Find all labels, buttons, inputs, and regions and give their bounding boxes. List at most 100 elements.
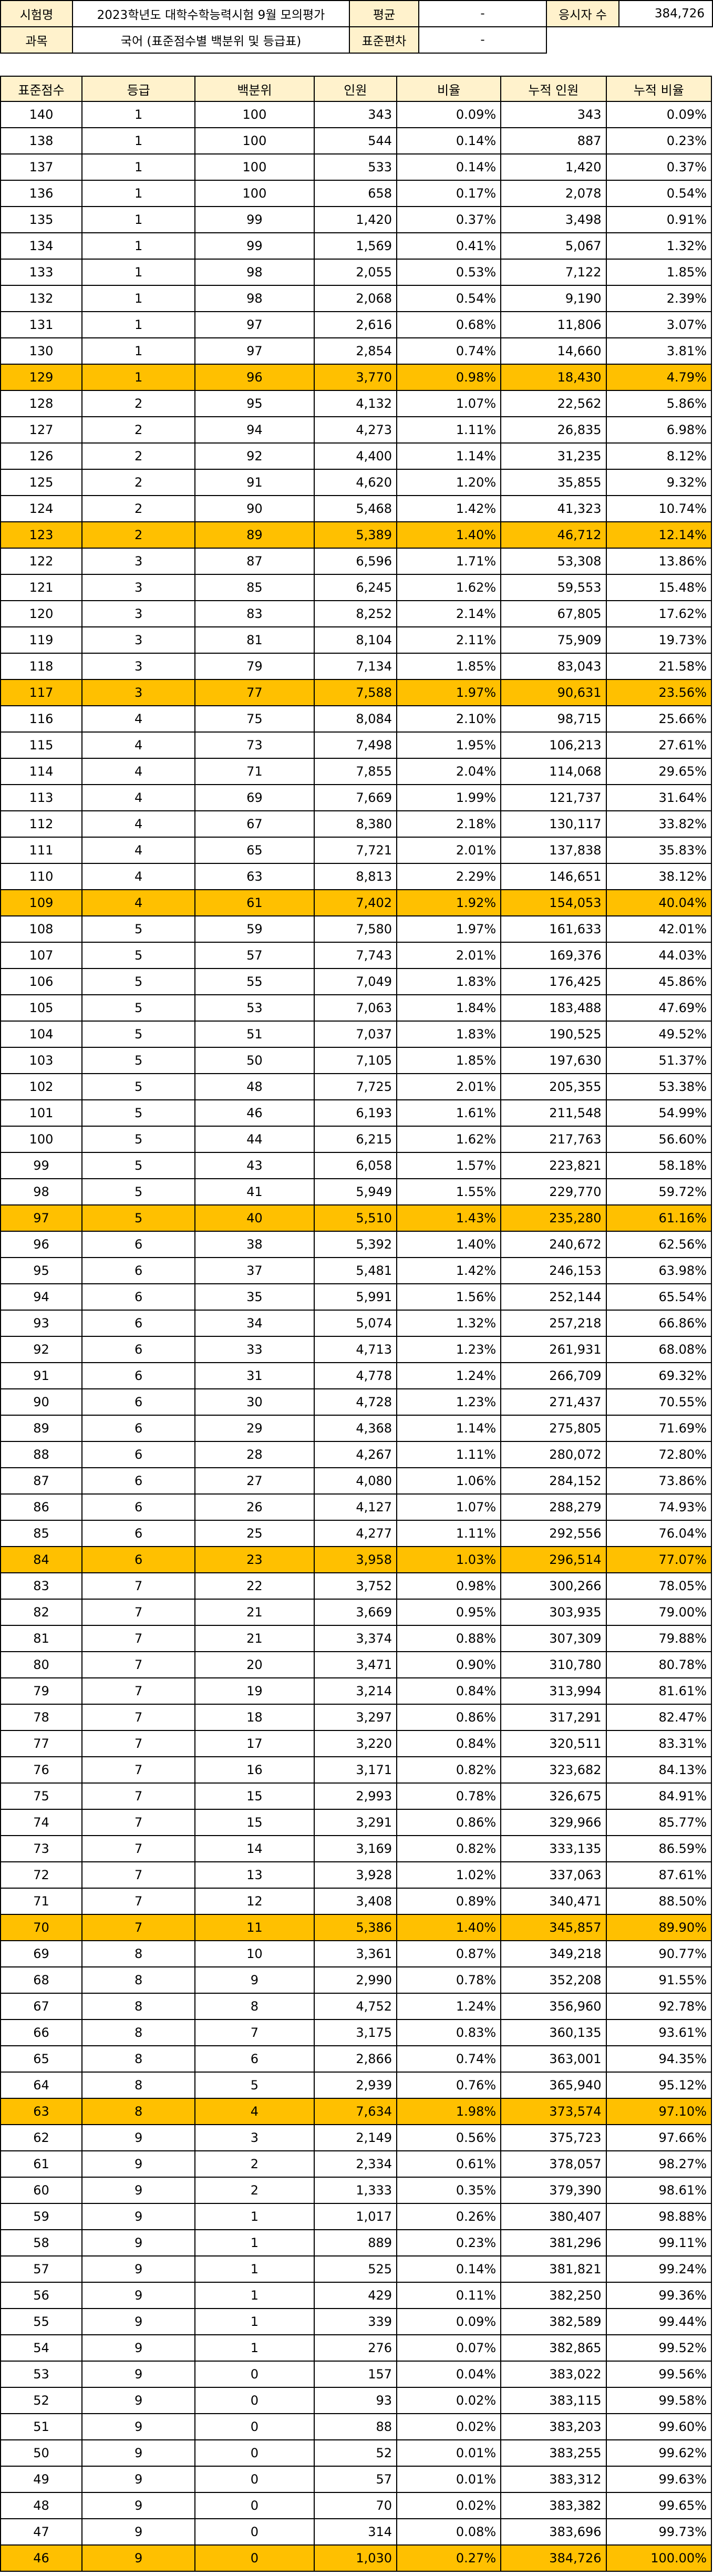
cell-standard-score: 82 [0, 1599, 83, 1626]
cell-cumulative-count: 379,390 [500, 2177, 607, 2204]
cell-cumulative-ratio: 33.82% [605, 810, 712, 838]
cell-cumulative-count: 154,053 [500, 889, 607, 916]
cell-percentile: 100 [194, 153, 315, 181]
cell-percentile: 1 [194, 2282, 315, 2309]
cell-count: 544 [313, 127, 398, 154]
cell-ratio: 2.14% [396, 600, 502, 627]
cell-count: 1,420 [313, 206, 398, 233]
table-row: 52 9 0 93 0.02% 383,115 99.58% [0, 2387, 712, 2414]
cell-cumulative-ratio: 91.55% [605, 1966, 712, 1994]
cell-cumulative-count: 261,931 [500, 1336, 607, 1363]
cell-count: 339 [313, 2308, 398, 2335]
cell-ratio: 1.23% [396, 1336, 502, 1363]
cell-grade: 3 [81, 548, 196, 575]
cell-percentile: 100 [194, 101, 315, 128]
cell-ratio: 2.01% [396, 1073, 502, 1100]
cell-cumulative-count: 383,312 [500, 2466, 607, 2493]
cell-count: 70 [313, 2492, 398, 2519]
cell-grade: 2 [81, 442, 196, 470]
cell-standard-score: 137 [0, 153, 83, 181]
cell-standard-score: 78 [0, 1704, 83, 1731]
cell-cumulative-ratio: 21.58% [605, 653, 712, 680]
cell-grade: 2 [81, 521, 196, 549]
cell-cumulative-ratio: 89.90% [605, 1914, 712, 1941]
cell-cumulative-count: 130,117 [500, 810, 607, 838]
cell-grade: 5 [81, 1178, 196, 1205]
cell-grade: 5 [81, 1152, 196, 1179]
cell-percentile: 14 [194, 1835, 315, 1862]
cell-percentile: 11 [194, 1914, 315, 1941]
cell-count: 6,596 [313, 548, 398, 575]
cell-grade: 3 [81, 626, 196, 654]
cell-cumulative-ratio: 74.93% [605, 1493, 712, 1521]
cell-grade: 6 [81, 1362, 196, 1389]
cell-percentile: 31 [194, 1362, 315, 1389]
cell-ratio: 1.83% [396, 1021, 502, 1048]
cell-standard-score: 100 [0, 1126, 83, 1153]
cell-standard-score: 128 [0, 390, 83, 417]
cell-standard-score: 62 [0, 2124, 83, 2151]
cell-standard-score: 99 [0, 1152, 83, 1179]
cell-ratio: 1.85% [396, 1047, 502, 1074]
cell-standard-score: 106 [0, 968, 83, 995]
cell-cumulative-count: 197,630 [500, 1047, 607, 1074]
cell-cumulative-ratio: 73.86% [605, 1467, 712, 1495]
cell-count: 157 [313, 2361, 398, 2388]
cell-cumulative-ratio: 53.38% [605, 1073, 712, 1100]
cell-standard-score: 138 [0, 127, 83, 154]
cell-ratio: 0.02% [396, 2413, 502, 2440]
cell-grade: 1 [81, 337, 196, 365]
cell-cumulative-count: 1,420 [500, 153, 607, 181]
cell-ratio: 0.87% [396, 1940, 502, 1967]
cell-cumulative-ratio: 86.59% [605, 1835, 712, 1862]
cell-ratio: 0.82% [396, 1756, 502, 1784]
table-row: 69 8 10 3,361 0.87% 349,218 90.77% [0, 1940, 712, 1967]
cell-standard-score: 107 [0, 942, 83, 969]
cell-grade: 8 [81, 2098, 196, 2125]
table-row: 110 4 63 8,813 2.29% 146,651 38.12% [0, 863, 712, 890]
cell-cumulative-ratio: 97.10% [605, 2098, 712, 2125]
cell-cumulative-ratio: 17.62% [605, 600, 712, 627]
cell-standard-score: 119 [0, 626, 83, 654]
cell-cumulative-ratio: 99.11% [605, 2229, 712, 2256]
cell-cumulative-ratio: 99.24% [605, 2255, 712, 2283]
table-row: 56 9 1 429 0.11% 382,250 99.36% [0, 2282, 712, 2309]
table-row: 98 5 41 5,949 1.55% 229,770 59.72% [0, 1178, 712, 1205]
table-row: 135 1 99 1,420 0.37% 3,498 0.91% [0, 206, 712, 233]
cell-count: 4,620 [313, 469, 398, 496]
table-row: 89 6 29 4,368 1.14% 275,805 71.69% [0, 1415, 712, 1442]
cell-standard-score: 123 [0, 521, 83, 549]
cell-cumulative-ratio: 8.12% [605, 442, 712, 470]
cell-percentile: 44 [194, 1126, 315, 1153]
cell-count: 2,616 [313, 311, 398, 338]
cell-standard-score: 53 [0, 2361, 83, 2388]
table-row: 124 2 90 5,468 1.42% 41,323 10.74% [0, 495, 712, 522]
cell-grade: 1 [81, 101, 196, 128]
table-row: 114 4 71 7,855 2.04% 114,068 29.65% [0, 758, 712, 785]
cell-grade: 2 [81, 390, 196, 417]
cell-standard-score: 97 [0, 1204, 83, 1232]
cell-count: 5,389 [313, 521, 398, 549]
cell-standard-score: 88 [0, 1441, 83, 1468]
cell-cumulative-ratio: 99.60% [605, 2413, 712, 2440]
table-row: 93 6 34 5,074 1.32% 257,218 66.86% [0, 1310, 712, 1337]
cell-count: 7,669 [313, 784, 398, 811]
cell-cumulative-count: 380,407 [500, 2203, 607, 2230]
col-header-cumulative-ratio: 누적 비율 [605, 76, 712, 102]
cell-ratio: 0.09% [396, 2308, 502, 2335]
cell-percentile: 6 [194, 2045, 315, 2073]
table-row: 127 2 94 4,273 1.11% 26,835 6.98% [0, 416, 712, 444]
cell-cumulative-ratio: 58.18% [605, 1152, 712, 1179]
cell-standard-score: 58 [0, 2229, 83, 2256]
cell-count: 2,854 [313, 337, 398, 365]
cell-standard-score: 90 [0, 1388, 83, 1416]
cell-ratio: 1.03% [396, 1546, 502, 1573]
cell-ratio: 0.56% [396, 2124, 502, 2151]
cell-count: 7,580 [313, 915, 398, 943]
cell-cumulative-count: 18,430 [500, 364, 607, 391]
cell-cumulative-count: 382,865 [500, 2334, 607, 2362]
cell-grade: 9 [81, 2544, 196, 2572]
cell-grade: 7 [81, 1651, 196, 1678]
cell-percentile: 94 [194, 416, 315, 444]
table-row: 57 9 1 525 0.14% 381,821 99.24% [0, 2255, 712, 2283]
